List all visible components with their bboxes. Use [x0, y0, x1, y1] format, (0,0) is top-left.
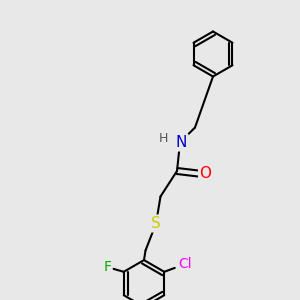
Text: S: S — [151, 216, 161, 231]
Text: H: H — [159, 132, 168, 146]
Text: N: N — [176, 135, 187, 150]
Text: O: O — [200, 167, 211, 182]
Text: F: F — [103, 260, 111, 274]
Text: Cl: Cl — [178, 257, 192, 271]
